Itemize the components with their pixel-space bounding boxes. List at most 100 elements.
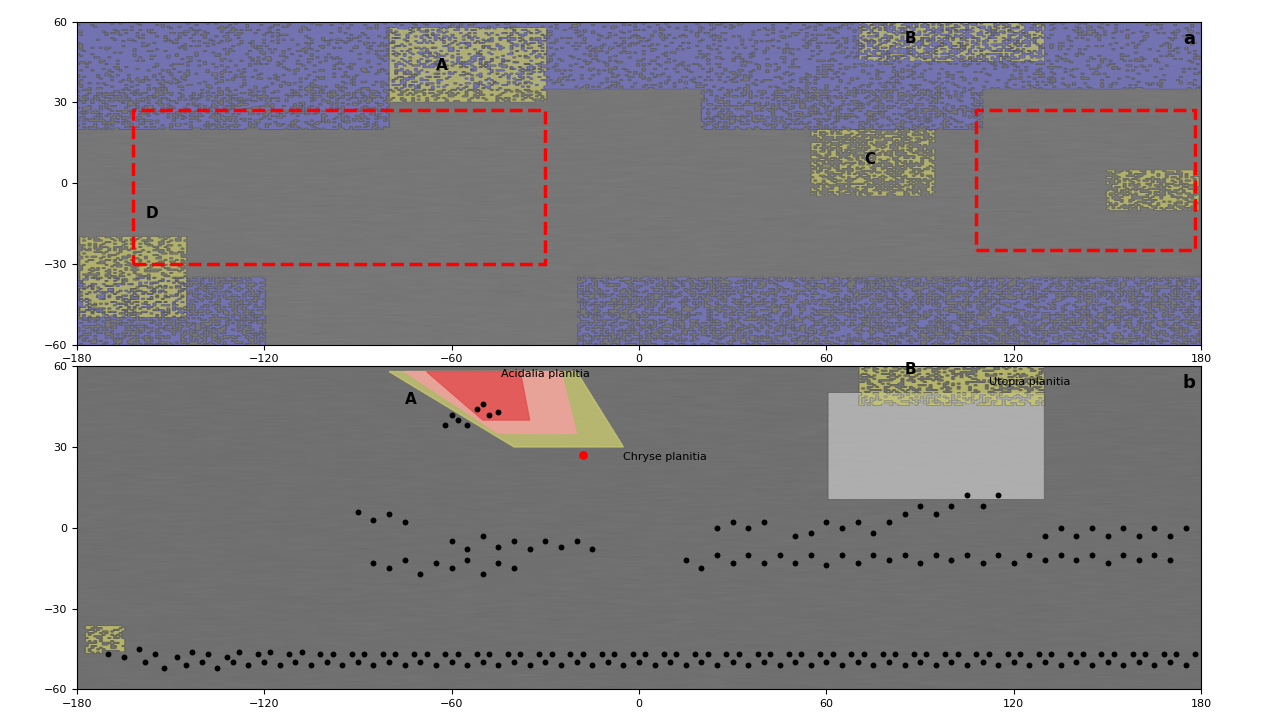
Text: B: B bbox=[905, 31, 916, 46]
Point bbox=[1104, 648, 1125, 660]
Point bbox=[229, 646, 249, 658]
Point bbox=[754, 517, 774, 528]
Bar bbox=[133, 111, 546, 264]
Point bbox=[832, 549, 852, 560]
Point bbox=[551, 541, 571, 552]
Point bbox=[973, 657, 993, 668]
Point bbox=[473, 657, 493, 668]
Point bbox=[1160, 657, 1181, 668]
Point bbox=[311, 648, 331, 660]
Point bbox=[114, 651, 134, 663]
Point bbox=[479, 409, 500, 420]
Point bbox=[879, 554, 900, 566]
Point bbox=[129, 643, 150, 655]
Point bbox=[973, 500, 993, 512]
Point bbox=[722, 557, 743, 569]
Point bbox=[754, 557, 774, 569]
Point bbox=[1035, 657, 1056, 668]
Point bbox=[863, 659, 883, 671]
Point bbox=[285, 657, 305, 668]
Point bbox=[373, 648, 394, 660]
Point bbox=[904, 648, 924, 660]
Point bbox=[466, 404, 487, 415]
Point bbox=[426, 557, 446, 569]
Point bbox=[925, 549, 946, 560]
Point bbox=[581, 659, 602, 671]
Point bbox=[519, 544, 539, 555]
Point bbox=[519, 659, 539, 671]
Point bbox=[560, 648, 580, 660]
Point bbox=[1113, 522, 1134, 533]
Point bbox=[363, 557, 383, 569]
Point bbox=[1160, 554, 1181, 566]
Point bbox=[1154, 648, 1174, 660]
Point bbox=[488, 541, 509, 552]
Text: a: a bbox=[1183, 29, 1195, 47]
Point bbox=[488, 406, 509, 418]
Point bbox=[458, 554, 478, 566]
Point bbox=[566, 657, 587, 668]
Polygon shape bbox=[389, 371, 624, 447]
Point bbox=[1081, 549, 1102, 560]
Point bbox=[198, 648, 219, 660]
Point bbox=[613, 659, 634, 671]
Point bbox=[97, 648, 118, 660]
Point bbox=[895, 659, 915, 671]
Text: A: A bbox=[436, 58, 447, 73]
Point bbox=[317, 657, 337, 668]
Point bbox=[300, 659, 321, 671]
Point bbox=[378, 508, 399, 520]
Point bbox=[603, 648, 624, 660]
Point bbox=[441, 657, 461, 668]
Point bbox=[769, 549, 790, 560]
Polygon shape bbox=[405, 371, 576, 434]
Point bbox=[635, 648, 656, 660]
Point bbox=[760, 648, 781, 660]
Point bbox=[466, 648, 487, 660]
Point bbox=[395, 517, 415, 528]
Point bbox=[941, 554, 961, 566]
Point bbox=[504, 657, 524, 668]
Point bbox=[916, 648, 937, 660]
Point bbox=[832, 659, 852, 671]
Point bbox=[473, 398, 493, 409]
Point bbox=[270, 659, 290, 671]
Point bbox=[341, 648, 362, 660]
Point bbox=[654, 648, 675, 660]
Point bbox=[592, 648, 612, 660]
Point bbox=[1128, 554, 1149, 566]
Point bbox=[216, 651, 236, 663]
Point bbox=[739, 522, 759, 533]
Point bbox=[847, 517, 868, 528]
Point bbox=[997, 648, 1017, 660]
Point bbox=[153, 662, 174, 673]
Point bbox=[722, 517, 743, 528]
Point bbox=[698, 648, 718, 660]
Point bbox=[873, 648, 893, 660]
Point bbox=[529, 648, 550, 660]
Point bbox=[1176, 659, 1196, 671]
Point bbox=[598, 657, 619, 668]
Point bbox=[1035, 530, 1056, 541]
Point bbox=[385, 648, 405, 660]
Point bbox=[800, 527, 820, 538]
Point bbox=[707, 549, 727, 560]
Point bbox=[841, 648, 861, 660]
Point bbox=[254, 657, 275, 668]
Point bbox=[435, 648, 455, 660]
Polygon shape bbox=[427, 371, 529, 420]
Point bbox=[426, 659, 446, 671]
Point bbox=[666, 648, 686, 660]
Point bbox=[441, 562, 461, 574]
Point bbox=[348, 505, 368, 517]
Point bbox=[685, 648, 705, 660]
Point bbox=[348, 657, 368, 668]
Text: A: A bbox=[405, 392, 417, 407]
Point bbox=[910, 557, 930, 569]
Text: D: D bbox=[146, 206, 158, 221]
Point bbox=[791, 648, 812, 660]
Point bbox=[947, 648, 967, 660]
Point bbox=[135, 657, 156, 668]
Point bbox=[441, 536, 461, 547]
Point bbox=[395, 659, 415, 671]
